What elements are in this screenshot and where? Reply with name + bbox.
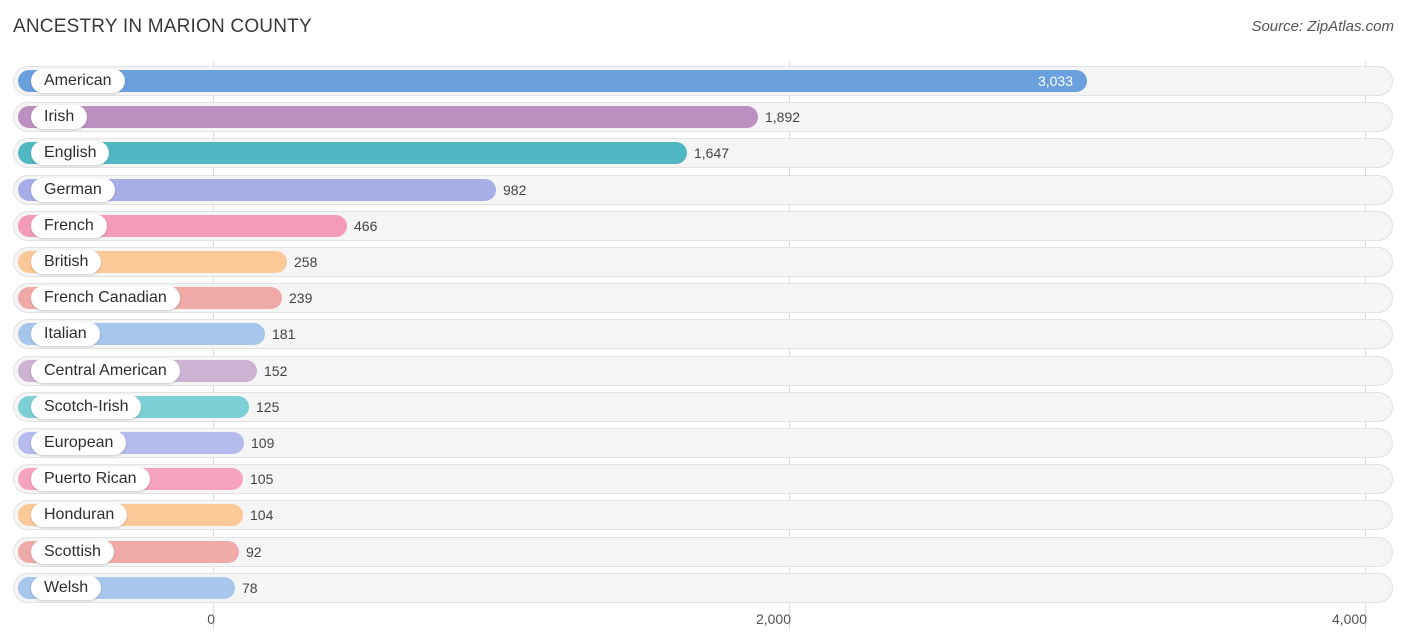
category-label: European (31, 431, 127, 455)
value-label: 104 (250, 507, 274, 523)
bar[interactable] (18, 179, 496, 201)
chart-title: ANCESTRY IN MARION COUNTY (13, 16, 312, 37)
bar-row: European 109 (13, 428, 1393, 458)
category-label: Irish (31, 105, 88, 129)
bar[interactable] (18, 106, 758, 128)
bar-row: American 3,033 (13, 66, 1393, 96)
bar[interactable] (18, 142, 687, 164)
bar-row: Italian 181 (13, 319, 1393, 349)
bar-row: Irish 1,892 (13, 102, 1393, 132)
value-label: 258 (294, 254, 318, 270)
bar-row: English 1,647 (13, 138, 1393, 168)
value-label: 982 (503, 182, 527, 198)
value-label: 92 (246, 544, 262, 560)
bar[interactable] (18, 70, 1087, 92)
category-label: Welsh (31, 576, 102, 600)
bar-row: French 466 (13, 211, 1393, 241)
bar-row: French Canadian 239 (13, 283, 1393, 313)
x-tick-label: 2,000 (755, 611, 791, 627)
value-label: 1,647 (694, 145, 730, 161)
value-label: 152 (264, 363, 288, 379)
category-label: German (31, 178, 115, 202)
category-label: Scotch-Irish (31, 395, 142, 419)
category-label: Italian (31, 322, 100, 346)
category-label: French Canadian (31, 286, 180, 310)
bar-row: British 258 (13, 247, 1393, 277)
x-tick-label: 4,000 (1331, 611, 1367, 627)
bar-row: Honduran 104 (13, 500, 1393, 530)
x-tick-label: 0 (207, 611, 215, 627)
value-label: 3,033 (1037, 73, 1073, 89)
bar-row: Puerto Rican 105 (13, 464, 1393, 494)
value-label: 239 (289, 290, 313, 306)
category-label: American (31, 69, 125, 93)
category-label: Honduran (31, 503, 128, 527)
category-label: Central American (31, 359, 180, 383)
category-label: Scottish (31, 540, 114, 564)
value-label: 1,892 (765, 109, 801, 125)
category-label: French (31, 214, 107, 238)
category-label: English (31, 141, 110, 165)
bar-row: Scottish 92 (13, 537, 1393, 567)
bar-row: Welsh 78 (13, 573, 1393, 603)
value-label: 466 (354, 218, 378, 234)
value-label: 105 (250, 471, 274, 487)
category-label: Puerto Rican (31, 467, 150, 491)
source-label: Source: ZipAtlas.com (1251, 18, 1394, 35)
category-label: British (31, 250, 102, 274)
value-label: 109 (251, 435, 275, 451)
bar-row: Scotch-Irish 125 (13, 392, 1393, 422)
bar-row: German 982 (13, 175, 1393, 205)
bar-row: Central American 152 (13, 356, 1393, 386)
value-label: 181 (272, 326, 296, 342)
value-label: 125 (256, 399, 280, 415)
value-label: 78 (242, 580, 258, 596)
